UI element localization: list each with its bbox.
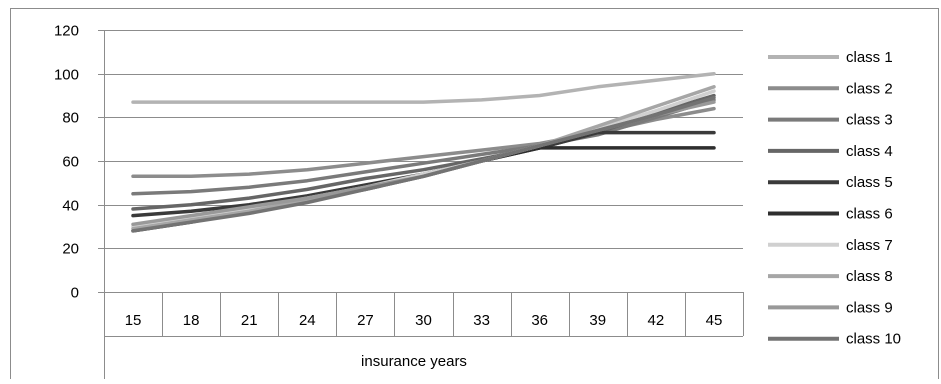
legend-label: class 10 [846, 331, 901, 348]
x-tick-label: 15 [125, 312, 142, 329]
legend-entry: class 9 [768, 299, 893, 316]
legend-entry: class 6 [768, 206, 893, 223]
legend-label: class 5 [846, 174, 893, 191]
y-tick-label: 0 [71, 285, 79, 302]
series-lines [131, 71, 716, 233]
legend-label: class 1 [846, 49, 893, 66]
gridlines [104, 30, 743, 293]
legend-label: class 9 [846, 299, 893, 316]
y-tick-label: 60 [62, 154, 79, 171]
x-tick-label: 24 [299, 312, 316, 329]
x-tick-label: 21 [241, 312, 258, 329]
series-line-7 [131, 89, 716, 229]
legend: class 1 class 2 class 3 class 4 class 5 class… [768, 49, 901, 348]
x-tick-label: 33 [473, 312, 490, 329]
legend-entry: class 4 [768, 143, 893, 160]
y-tick-label: 20 [62, 241, 79, 258]
x-tick-label: 36 [531, 312, 548, 329]
y-tick-label: 100 [54, 67, 79, 84]
legend-entry: class 3 [768, 112, 893, 129]
x-tick-label: 39 [589, 312, 606, 329]
series-line-10 [131, 95, 716, 233]
axes [10, 8, 939, 381]
x-tick-label: 27 [357, 312, 374, 329]
legend-label: class 8 [846, 268, 893, 285]
y-tick-labels: 0 20 40 60 80 100 120 [54, 23, 79, 302]
legend-label: class 6 [846, 206, 893, 223]
x-tick-labels: 15 18 21 24 27 30 33 36 39 42 45 [125, 312, 723, 329]
x-axis-label: insurance years [361, 353, 467, 370]
y-tick-label: 80 [62, 110, 79, 127]
legend-entry: class 8 [768, 268, 893, 285]
y-tick-label: 40 [62, 198, 79, 215]
legend-entry: class 5 [768, 174, 893, 191]
legend-label: class 2 [846, 80, 893, 97]
legend-entry: class 2 [768, 80, 893, 97]
legend-label: class 4 [846, 143, 893, 160]
x-tick-label: 30 [415, 312, 432, 329]
series-line-3 [131, 98, 716, 196]
x-tick-label: 42 [648, 312, 665, 329]
legend-entry: class 10 [768, 331, 901, 348]
legend-label: class 3 [846, 112, 893, 129]
x-tick-label: 45 [706, 312, 723, 329]
legend-label: class 7 [846, 237, 893, 254]
series-line-1 [131, 71, 716, 104]
series-line-4 [131, 93, 716, 211]
y-tick-label: 120 [54, 23, 79, 40]
legend-entry: class 1 [768, 49, 893, 66]
x-tick-label: 18 [183, 312, 200, 329]
legend-entry: class 7 [768, 237, 893, 254]
